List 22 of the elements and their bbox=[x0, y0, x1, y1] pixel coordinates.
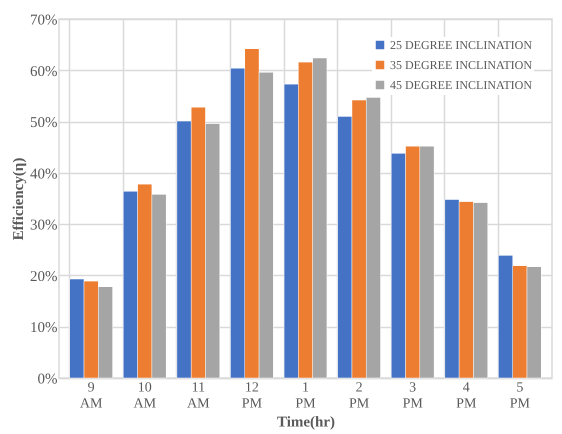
x-tick-label: 12 PM bbox=[242, 380, 263, 412]
x-tick-label: 2 PM bbox=[348, 380, 370, 412]
y-tick-label: 70% bbox=[30, 12, 58, 28]
legend-label: 25 DEGREE INCLINATION bbox=[390, 38, 532, 52]
x-tick-label: 4 PM bbox=[456, 380, 477, 412]
y-tick-label: 30% bbox=[30, 218, 58, 234]
x-tick-label: 11 AM bbox=[187, 380, 210, 412]
x-tick-label: 5 PM bbox=[510, 380, 531, 412]
x-tick-label: 1 PM bbox=[295, 380, 316, 412]
y-tick-label: 50% bbox=[30, 115, 58, 132]
x-tick-label: 9 AM bbox=[80, 380, 103, 412]
y-tick-label: 0% bbox=[38, 372, 58, 388]
y-tick-label: 40% bbox=[30, 166, 58, 182]
x-axis-title: Time(hr) bbox=[276, 414, 336, 430]
y-tick-label: 20% bbox=[30, 268, 58, 285]
legend-label: 35 DEGREE INCLINATION bbox=[390, 58, 532, 72]
x-tick-label: 10 AM bbox=[133, 380, 157, 412]
y-tick-label: 60% bbox=[30, 64, 58, 80]
legend-label: 45 DEGREE INCLINATION bbox=[390, 78, 532, 92]
x-tick-label: 3 PM bbox=[402, 380, 424, 412]
y-axis-title: Efficiency(η) bbox=[11, 158, 28, 240]
y-tick-label: 10% bbox=[30, 320, 58, 336]
